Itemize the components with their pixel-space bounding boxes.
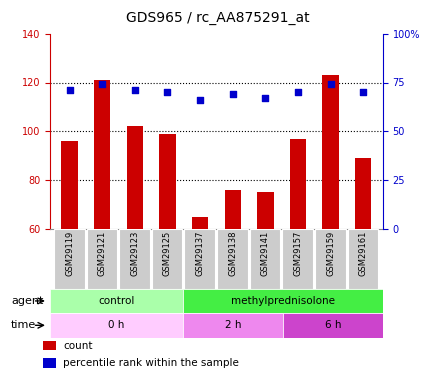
- Text: GSM29137: GSM29137: [195, 231, 204, 276]
- Bar: [50, 289, 183, 313]
- Bar: [217, 229, 247, 289]
- Bar: [322, 75, 338, 229]
- Point: [99, 81, 105, 87]
- Text: time: time: [11, 320, 36, 330]
- Text: GSM29159: GSM29159: [326, 231, 334, 276]
- Text: 0 h: 0 h: [108, 320, 125, 330]
- Bar: [119, 229, 149, 289]
- Text: 6 h: 6 h: [324, 320, 340, 330]
- Text: GSM29125: GSM29125: [163, 231, 171, 276]
- Bar: [50, 313, 183, 338]
- Bar: [126, 126, 143, 229]
- Bar: [183, 289, 382, 313]
- Bar: [256, 192, 273, 229]
- Bar: [94, 80, 110, 229]
- Text: GSM29157: GSM29157: [293, 231, 302, 276]
- Text: GSM29141: GSM29141: [260, 231, 269, 276]
- Text: percentile rank within the sample: percentile rank within the sample: [63, 358, 239, 368]
- Point: [229, 91, 236, 97]
- Bar: [289, 139, 306, 229]
- Point: [131, 87, 138, 93]
- Bar: [43, 341, 56, 350]
- Bar: [283, 313, 382, 338]
- Point: [261, 95, 268, 101]
- Point: [196, 97, 203, 103]
- Text: GSM29121: GSM29121: [98, 231, 106, 276]
- Bar: [282, 229, 312, 289]
- Text: GSM29119: GSM29119: [65, 231, 74, 276]
- Bar: [347, 229, 377, 289]
- Bar: [54, 229, 84, 289]
- Text: 2 h: 2 h: [224, 320, 241, 330]
- Bar: [314, 229, 345, 289]
- Point: [164, 89, 171, 95]
- Text: methylprednisolone: methylprednisolone: [230, 296, 334, 306]
- Bar: [191, 217, 208, 229]
- Text: agent: agent: [11, 296, 43, 306]
- Point: [294, 89, 301, 95]
- Point: [326, 81, 333, 87]
- Bar: [249, 229, 280, 289]
- Text: GSM29161: GSM29161: [358, 231, 367, 276]
- Bar: [43, 358, 56, 368]
- Text: GSM29138: GSM29138: [228, 231, 237, 276]
- Bar: [86, 229, 117, 289]
- Text: control: control: [98, 296, 135, 306]
- Point: [359, 89, 366, 95]
- Bar: [354, 158, 371, 229]
- Bar: [183, 313, 283, 338]
- Text: GSM29123: GSM29123: [130, 231, 139, 276]
- Bar: [184, 229, 215, 289]
- Point: [66, 87, 73, 93]
- Bar: [224, 190, 240, 229]
- Text: GDS965 / rc_AA875291_at: GDS965 / rc_AA875291_at: [125, 11, 309, 25]
- Bar: [151, 229, 182, 289]
- Bar: [159, 134, 175, 229]
- Text: count: count: [63, 340, 92, 351]
- Bar: [61, 141, 78, 229]
